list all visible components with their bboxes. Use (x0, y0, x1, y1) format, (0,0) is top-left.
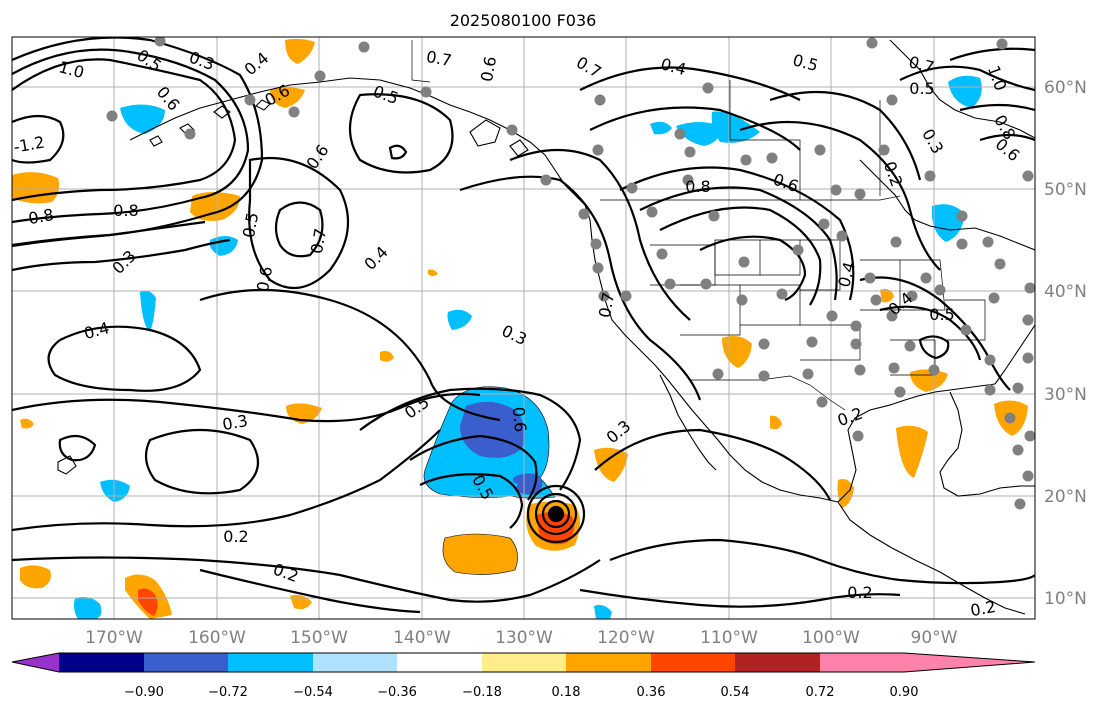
colorbar-extension-low (12, 653, 59, 672)
contour-label: 0.8 (685, 177, 710, 196)
colorbar: −0.90 −0.72 −0.54 −0.36 −0.18 0.18 0.36 … (11, 652, 1036, 700)
contour-label: 0.5 (909, 79, 934, 98)
observation-stations (106, 37, 1035, 510)
colorbar-segment (228, 653, 313, 672)
lon-label: 130°W (495, 628, 553, 648)
map-frame (11, 36, 1036, 620)
colorbar-segment (313, 653, 397, 672)
contour-label: 0.8 (27, 205, 55, 228)
contour-label: 0.6 (477, 55, 500, 83)
lon-label: 170°W (85, 628, 143, 648)
lon-label: 100°W (802, 628, 860, 648)
colorbar-tick-label: −0.36 (377, 685, 417, 700)
colorbar-tick-label: −0.18 (462, 685, 502, 700)
contour-label: 0.5 (239, 211, 262, 239)
colorbar-tick-label: 0.72 (806, 685, 835, 700)
lat-label: 20°N (1044, 487, 1087, 507)
lat-label: 50°N (1044, 180, 1087, 200)
contour-lines (12, 37, 1035, 614)
colorbar-tick-label: −0.54 (293, 685, 333, 700)
lon-label: 120°W (597, 628, 655, 648)
contour-label: 0.2 (847, 583, 872, 602)
lon-label: 160°W (188, 628, 246, 648)
colorbar-tick-label: 0.36 (637, 685, 666, 700)
contour-label: 0.6 (253, 265, 276, 293)
colorbar-segment (144, 653, 228, 672)
lat-label: 60°N (1044, 78, 1087, 98)
colorbar-segment (566, 653, 651, 672)
lat-label: 10°N (1044, 589, 1087, 609)
contour-label: 0.2 (969, 597, 997, 620)
longitude-labels: 170°W 160°W 150°W 140°W 130°W 120°W 110°… (85, 628, 958, 648)
lon-label: 110°W (700, 628, 758, 648)
contour-label: 0.8 (113, 201, 138, 220)
colorbar-segment (59, 653, 144, 672)
colorbar-extension-high (904, 653, 1035, 672)
contour-label: 0.5 (929, 305, 954, 324)
colorbar-segment (651, 653, 735, 672)
lon-label: 90°W (911, 628, 958, 648)
lon-label: 140°W (393, 628, 451, 648)
figure-title: 2025080100 F036 (450, 11, 597, 30)
contour-label: 0.2 (223, 527, 248, 546)
colorbar-segment (482, 653, 566, 672)
lat-label: 40°N (1044, 282, 1087, 302)
lon-label: 150°W (290, 628, 348, 648)
graticule (12, 37, 1035, 619)
colorbar-segment (397, 653, 482, 672)
colorbar-segment (820, 653, 904, 672)
colorbar-tick-label: 0.54 (721, 685, 750, 700)
contour-label: 0.3 (221, 411, 249, 434)
latitude-labels: 60°N 50°N 40°N 30°N 20°N 10°N (1044, 78, 1087, 609)
lat-label: 30°N (1044, 385, 1087, 405)
colorbar-segment (735, 653, 820, 672)
map-panel: 1.0 0.5 0.3 0.4 0.6 0.7 0.6 0.7 0.4 0.5 … (12, 37, 1035, 620)
colorbar-tick-label: 0.18 (552, 685, 581, 700)
colorbar-tick-label: 0.90 (890, 685, 919, 700)
contour-label: 0.7 (307, 227, 330, 255)
contour-label: 0.6 (509, 406, 530, 433)
colorbar-tick-label: −0.90 (124, 685, 164, 700)
contour-label: 0.7 (595, 291, 618, 319)
colorbar-tick-label: −0.72 (208, 685, 248, 700)
contour-label: 0.7 (425, 47, 453, 70)
